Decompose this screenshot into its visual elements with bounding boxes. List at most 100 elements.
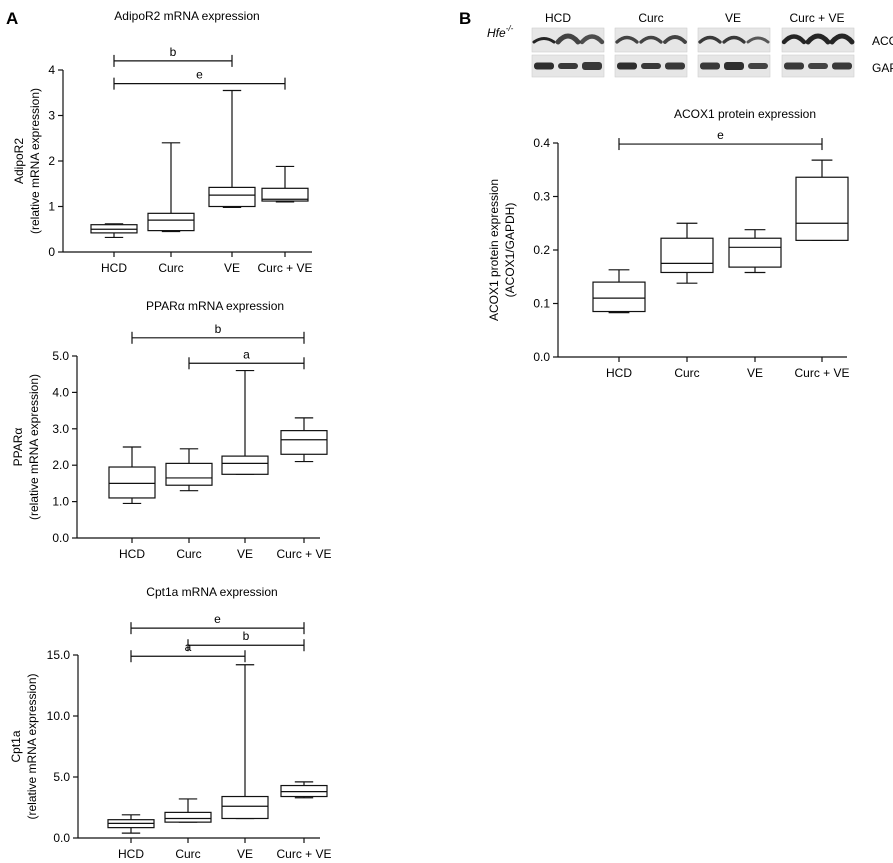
y-tick-label: 1.0 xyxy=(52,495,69,509)
blot-strip xyxy=(697,27,771,53)
chart-title: AdipoR2 mRNA expression xyxy=(114,9,259,23)
box-iqr xyxy=(221,455,269,475)
blot-band xyxy=(832,62,852,70)
x-tick-label: Curc xyxy=(176,547,201,561)
x-tick-label: Curc xyxy=(175,847,200,861)
blot-genotype-label: Hfe-/- xyxy=(487,24,514,40)
box-iqr xyxy=(108,466,156,499)
blot-band xyxy=(746,36,770,44)
significance-bracket: e xyxy=(113,68,286,90)
y-tick-label: 0.3 xyxy=(533,190,550,204)
blot-group-label-curc: Curc xyxy=(638,11,663,25)
box-iqr xyxy=(592,281,646,313)
y-tick-label: 2.0 xyxy=(52,458,69,472)
y-tick-label: 0.0 xyxy=(53,831,70,845)
y-axis-label: Cpt1a xyxy=(9,730,23,762)
x-tick-label: Curc + VE xyxy=(794,366,849,380)
blot-genotype: Hfe xyxy=(487,26,506,40)
significance-label: e xyxy=(214,612,221,626)
box-ve xyxy=(221,664,269,820)
blot-band xyxy=(641,63,661,69)
blot-band xyxy=(582,62,602,70)
blot-band xyxy=(665,62,685,70)
box-ve xyxy=(208,89,256,209)
panel-letter-b: B xyxy=(459,9,471,28)
blot-band xyxy=(722,35,746,44)
y-tick-label: 0.2 xyxy=(533,243,550,257)
box-hcd xyxy=(108,446,156,505)
blot-genotype-sup: -/- xyxy=(506,24,514,33)
blot-band xyxy=(805,33,831,45)
box-hcd xyxy=(90,223,138,239)
significance-bracket: e xyxy=(618,128,823,151)
blot-band xyxy=(534,62,554,70)
x-tick-label: HCD xyxy=(118,847,144,861)
blot-group-label-hcd: HCD xyxy=(545,11,571,25)
chart-title: ACOX1 protein expression xyxy=(674,107,816,121)
blot-band xyxy=(555,33,581,45)
x-tick-label: Curc + VE xyxy=(276,547,331,561)
x-tick-label: HCD xyxy=(119,547,145,561)
box-iqr xyxy=(280,784,328,798)
blot-row-label-acox1: ACOX1 xyxy=(872,34,893,48)
box-curc-ve xyxy=(795,159,849,241)
significance-bracket: a xyxy=(188,347,305,370)
box-iqr xyxy=(261,187,309,202)
y-axis-label: ACOX1 protein expression xyxy=(487,179,501,321)
x-tick-label: HCD xyxy=(606,366,632,380)
blot-band xyxy=(698,35,722,44)
blot-band xyxy=(784,62,804,70)
box-iqr xyxy=(165,462,213,486)
blot-strip xyxy=(614,27,688,53)
chart-title: PPARα mRNA expression xyxy=(146,299,284,313)
x-tick-label: Curc xyxy=(674,366,699,380)
y-tick-label: 0.1 xyxy=(533,297,550,311)
box-curc xyxy=(660,222,714,284)
box-iqr xyxy=(164,811,212,823)
blot-band xyxy=(615,35,639,44)
significance-label: a xyxy=(185,640,192,654)
blot-band xyxy=(700,62,720,70)
significance-bracket: b xyxy=(131,322,305,344)
significance-bracket: a xyxy=(130,640,246,663)
box-curc-ve xyxy=(280,781,328,799)
y-axis-label-sub: (relative mRNA expression) xyxy=(28,88,42,234)
x-tick-label: HCD xyxy=(101,261,127,275)
blot-band xyxy=(617,62,637,70)
chart-title: Cpt1a mRNA expression xyxy=(146,585,277,599)
chart-adipor2: AdipoR2 mRNA expression AdipoR2 (relative … xyxy=(12,9,313,275)
x-tick-label: VE xyxy=(237,847,253,861)
significance-label: b xyxy=(170,45,177,59)
box-iqr xyxy=(280,430,328,455)
box-iqr xyxy=(660,237,714,274)
significance-bracket: b xyxy=(113,45,233,67)
y-axis-label-sub: (relative mRNA expression) xyxy=(25,673,39,819)
y-tick-label: 0.0 xyxy=(533,350,550,364)
y-axis-label: PPARα xyxy=(11,428,25,467)
blot-band xyxy=(579,34,605,45)
y-axis-label: AdipoR2 xyxy=(12,138,26,184)
box-iqr xyxy=(147,212,195,232)
significance-label: b xyxy=(243,629,250,643)
blot-band xyxy=(663,35,687,44)
box-hcd xyxy=(107,814,155,834)
chart-acox1: ACOX1 protein expression ACOX1 protein ex… xyxy=(487,107,850,380)
blot-band xyxy=(558,63,578,69)
significance-bracket: b xyxy=(187,629,305,652)
panel-letter-a: A xyxy=(6,9,18,28)
y-tick-label: 5.0 xyxy=(53,770,70,784)
x-tick-label: VE xyxy=(224,261,240,275)
significance-label: a xyxy=(243,347,250,361)
blot-group-label-curc-ve: Curc + VE xyxy=(789,11,844,25)
box-hcd xyxy=(592,269,646,314)
chart-cpt1a: Cpt1a mRNA expression Cpt1a (relative mRNA… xyxy=(9,585,332,861)
blot-band xyxy=(532,37,556,44)
significance-label: e xyxy=(196,68,203,82)
box-curc xyxy=(165,448,213,492)
box-iqr xyxy=(728,237,782,268)
y-tick-label: 0.4 xyxy=(533,136,550,150)
chart-ppara: PPARα mRNA expression PPARα (relative mRNA… xyxy=(11,299,332,561)
